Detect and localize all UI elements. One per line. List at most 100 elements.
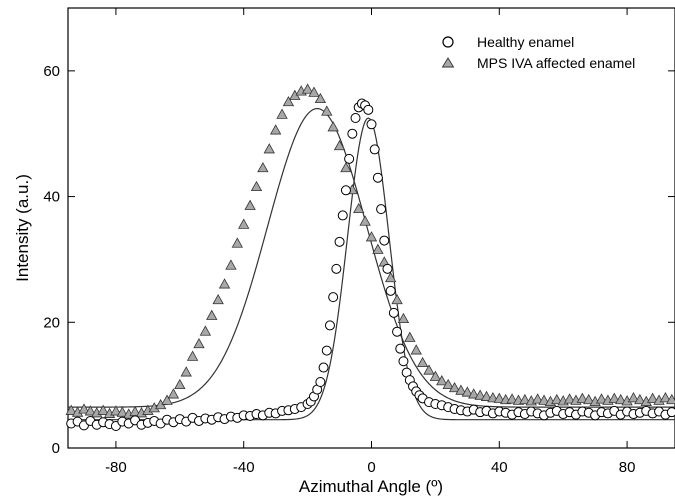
- data-point-mps: [327, 121, 339, 132]
- data-point-mps: [180, 366, 192, 377]
- data-point-mps: [193, 337, 205, 349]
- data-point-mps: [455, 384, 467, 395]
- data-point-mps: [340, 161, 352, 173]
- data-point-healthy: [321, 345, 332, 356]
- data-point-mps: [468, 388, 480, 399]
- data-point-mps: [359, 215, 371, 226]
- data-point-mps: [231, 237, 244, 248]
- data-point-healthy: [318, 362, 329, 373]
- data-point-mps: [174, 378, 186, 390]
- legend-marker-healthy: [442, 36, 454, 48]
- data-point-healthy: [388, 307, 399, 318]
- data-point-mps: [627, 392, 640, 403]
- data-point-mps: [634, 393, 646, 405]
- data-point-mps: [474, 389, 486, 400]
- data-point-mps: [97, 404, 109, 415]
- data-point-mps: [257, 161, 269, 173]
- x-tick-label: -80: [105, 459, 127, 476]
- data-point-healthy: [350, 113, 361, 123]
- data-point-mps: [531, 393, 544, 404]
- data-point-mps: [595, 393, 608, 404]
- data-point-mps: [333, 139, 346, 151]
- data-marks: [65, 83, 675, 431]
- x-tick-label: 0: [367, 459, 375, 476]
- data-point-healthy: [398, 356, 409, 367]
- data-point-mps: [212, 293, 224, 305]
- plot-area: [67, 7, 675, 449]
- data-point-mps: [301, 83, 314, 94]
- data-point-mps: [666, 393, 675, 405]
- y-axis: 0 20 40 60: [43, 63, 675, 457]
- y-tick-label: 40: [43, 189, 60, 206]
- data-point-mps: [314, 92, 327, 104]
- data-point-healthy: [337, 210, 348, 221]
- fit-lines: [68, 107, 675, 421]
- legend-marker-mps: [441, 57, 455, 68]
- x-tick-label: 40: [491, 459, 508, 476]
- x-tick-label: -40: [233, 459, 255, 476]
- fit-line-0: [68, 117, 675, 421]
- data-point-healthy: [385, 285, 396, 296]
- data-point-mps: [238, 218, 250, 229]
- data-point-mps: [410, 344, 422, 355]
- data-point-mps: [493, 392, 505, 403]
- data-point-mps: [615, 393, 627, 405]
- data-point-mps: [576, 392, 589, 403]
- data-point-mps: [416, 356, 429, 368]
- data-point-mps: [116, 406, 128, 417]
- plot-frame: [67, 7, 675, 449]
- data-point-mps: [404, 331, 416, 342]
- data-point-mps: [263, 143, 275, 154]
- y-tick-label: 20: [43, 314, 60, 331]
- data-point-mps: [538, 394, 550, 405]
- data-point-healthy: [392, 326, 403, 337]
- data-point-mps: [384, 271, 397, 283]
- legend: Healthy enamel MPS IVA affected enamel: [441, 34, 635, 71]
- data-point-mps: [442, 378, 454, 390]
- data-point-mps: [110, 405, 122, 416]
- data-point-healthy: [363, 104, 374, 115]
- data-point-mps: [282, 95, 295, 107]
- data-point-healthy: [369, 144, 380, 155]
- data-point-healthy: [382, 263, 393, 274]
- data-point-mps: [448, 381, 461, 393]
- data-point-mps: [65, 404, 77, 415]
- data-point-healthy: [372, 172, 383, 183]
- data-point-mps: [429, 370, 442, 381]
- data-point-healthy: [347, 128, 358, 139]
- data-point-mps: [436, 375, 448, 386]
- data-point-mps: [218, 278, 231, 289]
- data-point-mps: [365, 231, 378, 242]
- data-point-mps: [244, 199, 256, 210]
- data-point-mps: [461, 386, 474, 397]
- data-point-mps: [308, 86, 320, 97]
- data-point-mps: [551, 393, 563, 405]
- data-point-healthy: [366, 119, 377, 130]
- data-point-healthy: [379, 235, 390, 246]
- data-point-mps: [397, 312, 410, 324]
- y-tick-label: 60: [43, 63, 60, 80]
- data-point-mps: [659, 392, 672, 403]
- data-point-mps: [423, 364, 435, 375]
- data-point-healthy: [328, 292, 339, 303]
- y-tick-label: 0: [52, 440, 60, 457]
- data-point-healthy: [315, 377, 326, 387]
- data-point-healthy: [334, 236, 345, 247]
- data-point-mps: [391, 293, 403, 305]
- data-point-mps: [276, 108, 288, 119]
- data-point-mps: [480, 390, 493, 401]
- data-point-healthy: [344, 153, 355, 164]
- data-point-mps: [353, 202, 365, 214]
- data-point-mps: [84, 405, 97, 416]
- data-point-mps: [250, 180, 263, 192]
- data-point-mps: [506, 393, 518, 404]
- data-point-mps: [372, 243, 384, 254]
- data-point-mps: [487, 392, 499, 403]
- y-axis-label: Intensity (a.u.): [13, 174, 32, 282]
- data-point-mps: [563, 393, 576, 404]
- data-point-mps: [608, 392, 620, 403]
- x-axis-label: Azimuthal Angle (º): [299, 477, 443, 496]
- data-point-healthy: [340, 185, 351, 196]
- data-point-mps: [321, 105, 333, 116]
